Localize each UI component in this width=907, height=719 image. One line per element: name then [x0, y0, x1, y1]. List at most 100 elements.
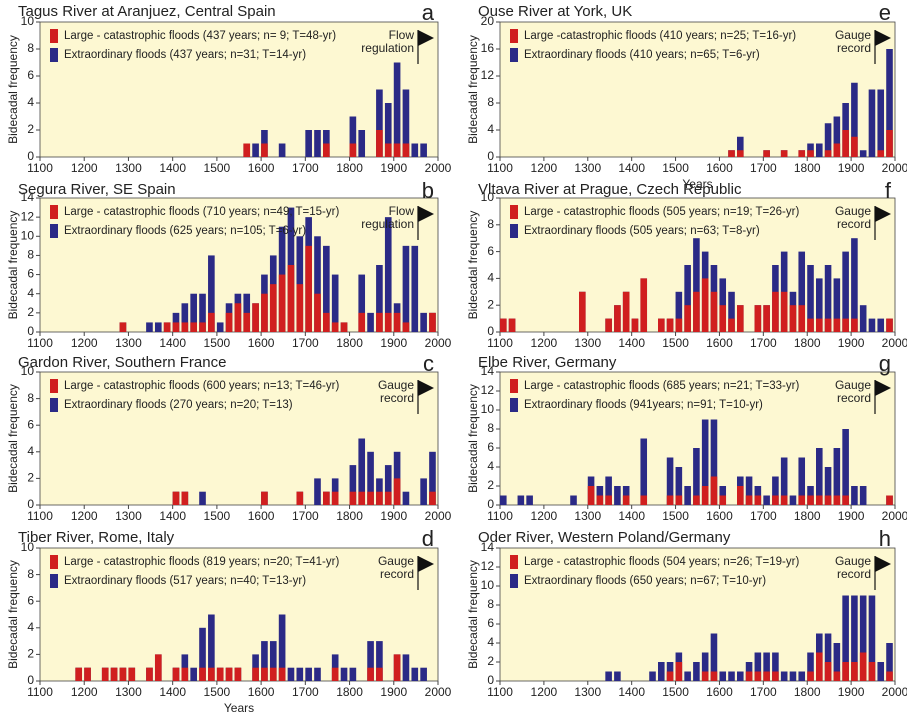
bar — [745, 476, 753, 505]
panel-title: Tiber River, Rome, Italy — [18, 529, 175, 546]
y-tick-label: 12 — [481, 383, 495, 397]
y-tick-label: 20 — [481, 14, 495, 28]
bar — [833, 495, 841, 505]
bar — [701, 486, 709, 505]
bar — [693, 495, 700, 505]
x-tick-label: 2000 — [882, 336, 907, 350]
x-tick-label: 2000 — [425, 685, 452, 699]
x-tick-label: 1700 — [292, 509, 319, 523]
bar — [296, 284, 304, 332]
panel-letter: c — [423, 351, 434, 376]
legend-swatch — [510, 29, 518, 43]
bar — [358, 274, 366, 332]
bar — [614, 486, 621, 505]
annotation: Gauge — [835, 378, 871, 392]
bar — [376, 130, 383, 157]
x-tick-label: 2000 — [425, 336, 452, 350]
bar — [367, 667, 374, 681]
bar — [376, 667, 383, 681]
bar — [868, 318, 876, 332]
legend-label: Extraordinary floods (517 years; n=40; T… — [64, 575, 306, 587]
x-tick-label: 1400 — [618, 685, 645, 699]
bar — [128, 667, 136, 681]
y-tick-label: 8 — [487, 597, 494, 611]
bar — [349, 491, 357, 505]
legend-label: Large -catastrophic floods (410 years; n… — [524, 30, 796, 42]
bar — [675, 495, 683, 505]
panel-letter: d — [422, 526, 434, 551]
y-tick-label: 4 — [487, 459, 494, 473]
bar — [579, 291, 586, 332]
flag — [418, 556, 434, 572]
bar — [886, 643, 893, 681]
bar — [305, 667, 312, 681]
x-tick-label: 1600 — [706, 336, 733, 350]
y-tick-label: 6 — [27, 593, 34, 607]
bar — [526, 495, 533, 505]
bar — [728, 671, 735, 681]
bar — [877, 662, 885, 681]
bar — [789, 495, 797, 505]
plot-area — [39, 21, 439, 158]
bar — [807, 265, 814, 332]
x-tick-label: 1700 — [292, 336, 319, 350]
y-tick-label: 4 — [487, 635, 494, 649]
x-tick-label: 2000 — [425, 161, 452, 175]
y-tick-label: 6 — [487, 440, 494, 454]
x-tick-label: 1400 — [159, 509, 186, 523]
panel-title: Ouse River at York, UK — [478, 3, 632, 20]
x-tick-label: 1100 — [27, 685, 53, 699]
bar — [754, 495, 762, 505]
y-tick-label: 14 — [481, 540, 495, 554]
bar — [367, 491, 374, 505]
bar — [605, 476, 612, 505]
y-tick-label: 6 — [487, 616, 494, 630]
bar — [216, 667, 224, 681]
y-tick-label: 8 — [27, 248, 34, 262]
bar — [269, 284, 277, 332]
legend-swatch — [50, 48, 58, 62]
bar — [816, 143, 823, 157]
y-tick-label: 0 — [27, 149, 34, 163]
y-axis-label: Bidecadal frequency — [466, 560, 480, 669]
bar — [824, 265, 832, 332]
bar — [807, 495, 814, 505]
x-tick-label: 1800 — [794, 509, 821, 523]
y-tick-label: 6 — [27, 417, 34, 431]
bar — [261, 667, 268, 681]
x-tick-label: 1800 — [794, 161, 821, 175]
bar — [658, 662, 665, 681]
bar — [754, 671, 762, 681]
bar — [693, 238, 700, 332]
bar — [376, 312, 383, 332]
bar — [252, 303, 259, 332]
bar — [772, 671, 779, 681]
panel-letter: f — [885, 178, 892, 203]
bar — [754, 305, 762, 332]
panel-title: Segura River, SE Spain — [18, 181, 176, 198]
legend-swatch — [50, 398, 58, 412]
x-tick-label: 1100 — [487, 161, 513, 175]
y-tick-label: 16 — [481, 41, 495, 55]
bar — [851, 662, 858, 681]
bar — [780, 457, 788, 505]
x-tick-label: 1500 — [204, 336, 231, 350]
bar — [429, 312, 436, 332]
bar — [216, 322, 224, 332]
bar — [393, 143, 401, 157]
bar — [331, 274, 339, 332]
x-tick-label: 1400 — [618, 336, 645, 350]
panel-letter: a — [422, 0, 435, 25]
bar — [833, 143, 841, 157]
bar — [807, 150, 814, 157]
bar — [367, 312, 374, 332]
x-tick-label: 1600 — [248, 685, 275, 699]
y-axis-label: Bidecadal frequency — [6, 211, 20, 320]
y-tick-label: 4 — [27, 286, 34, 300]
bar — [323, 312, 330, 332]
x-tick-label: 2000 — [425, 509, 452, 523]
y-tick-label: 2 — [487, 478, 494, 492]
flag — [875, 556, 891, 572]
bar — [675, 318, 683, 332]
